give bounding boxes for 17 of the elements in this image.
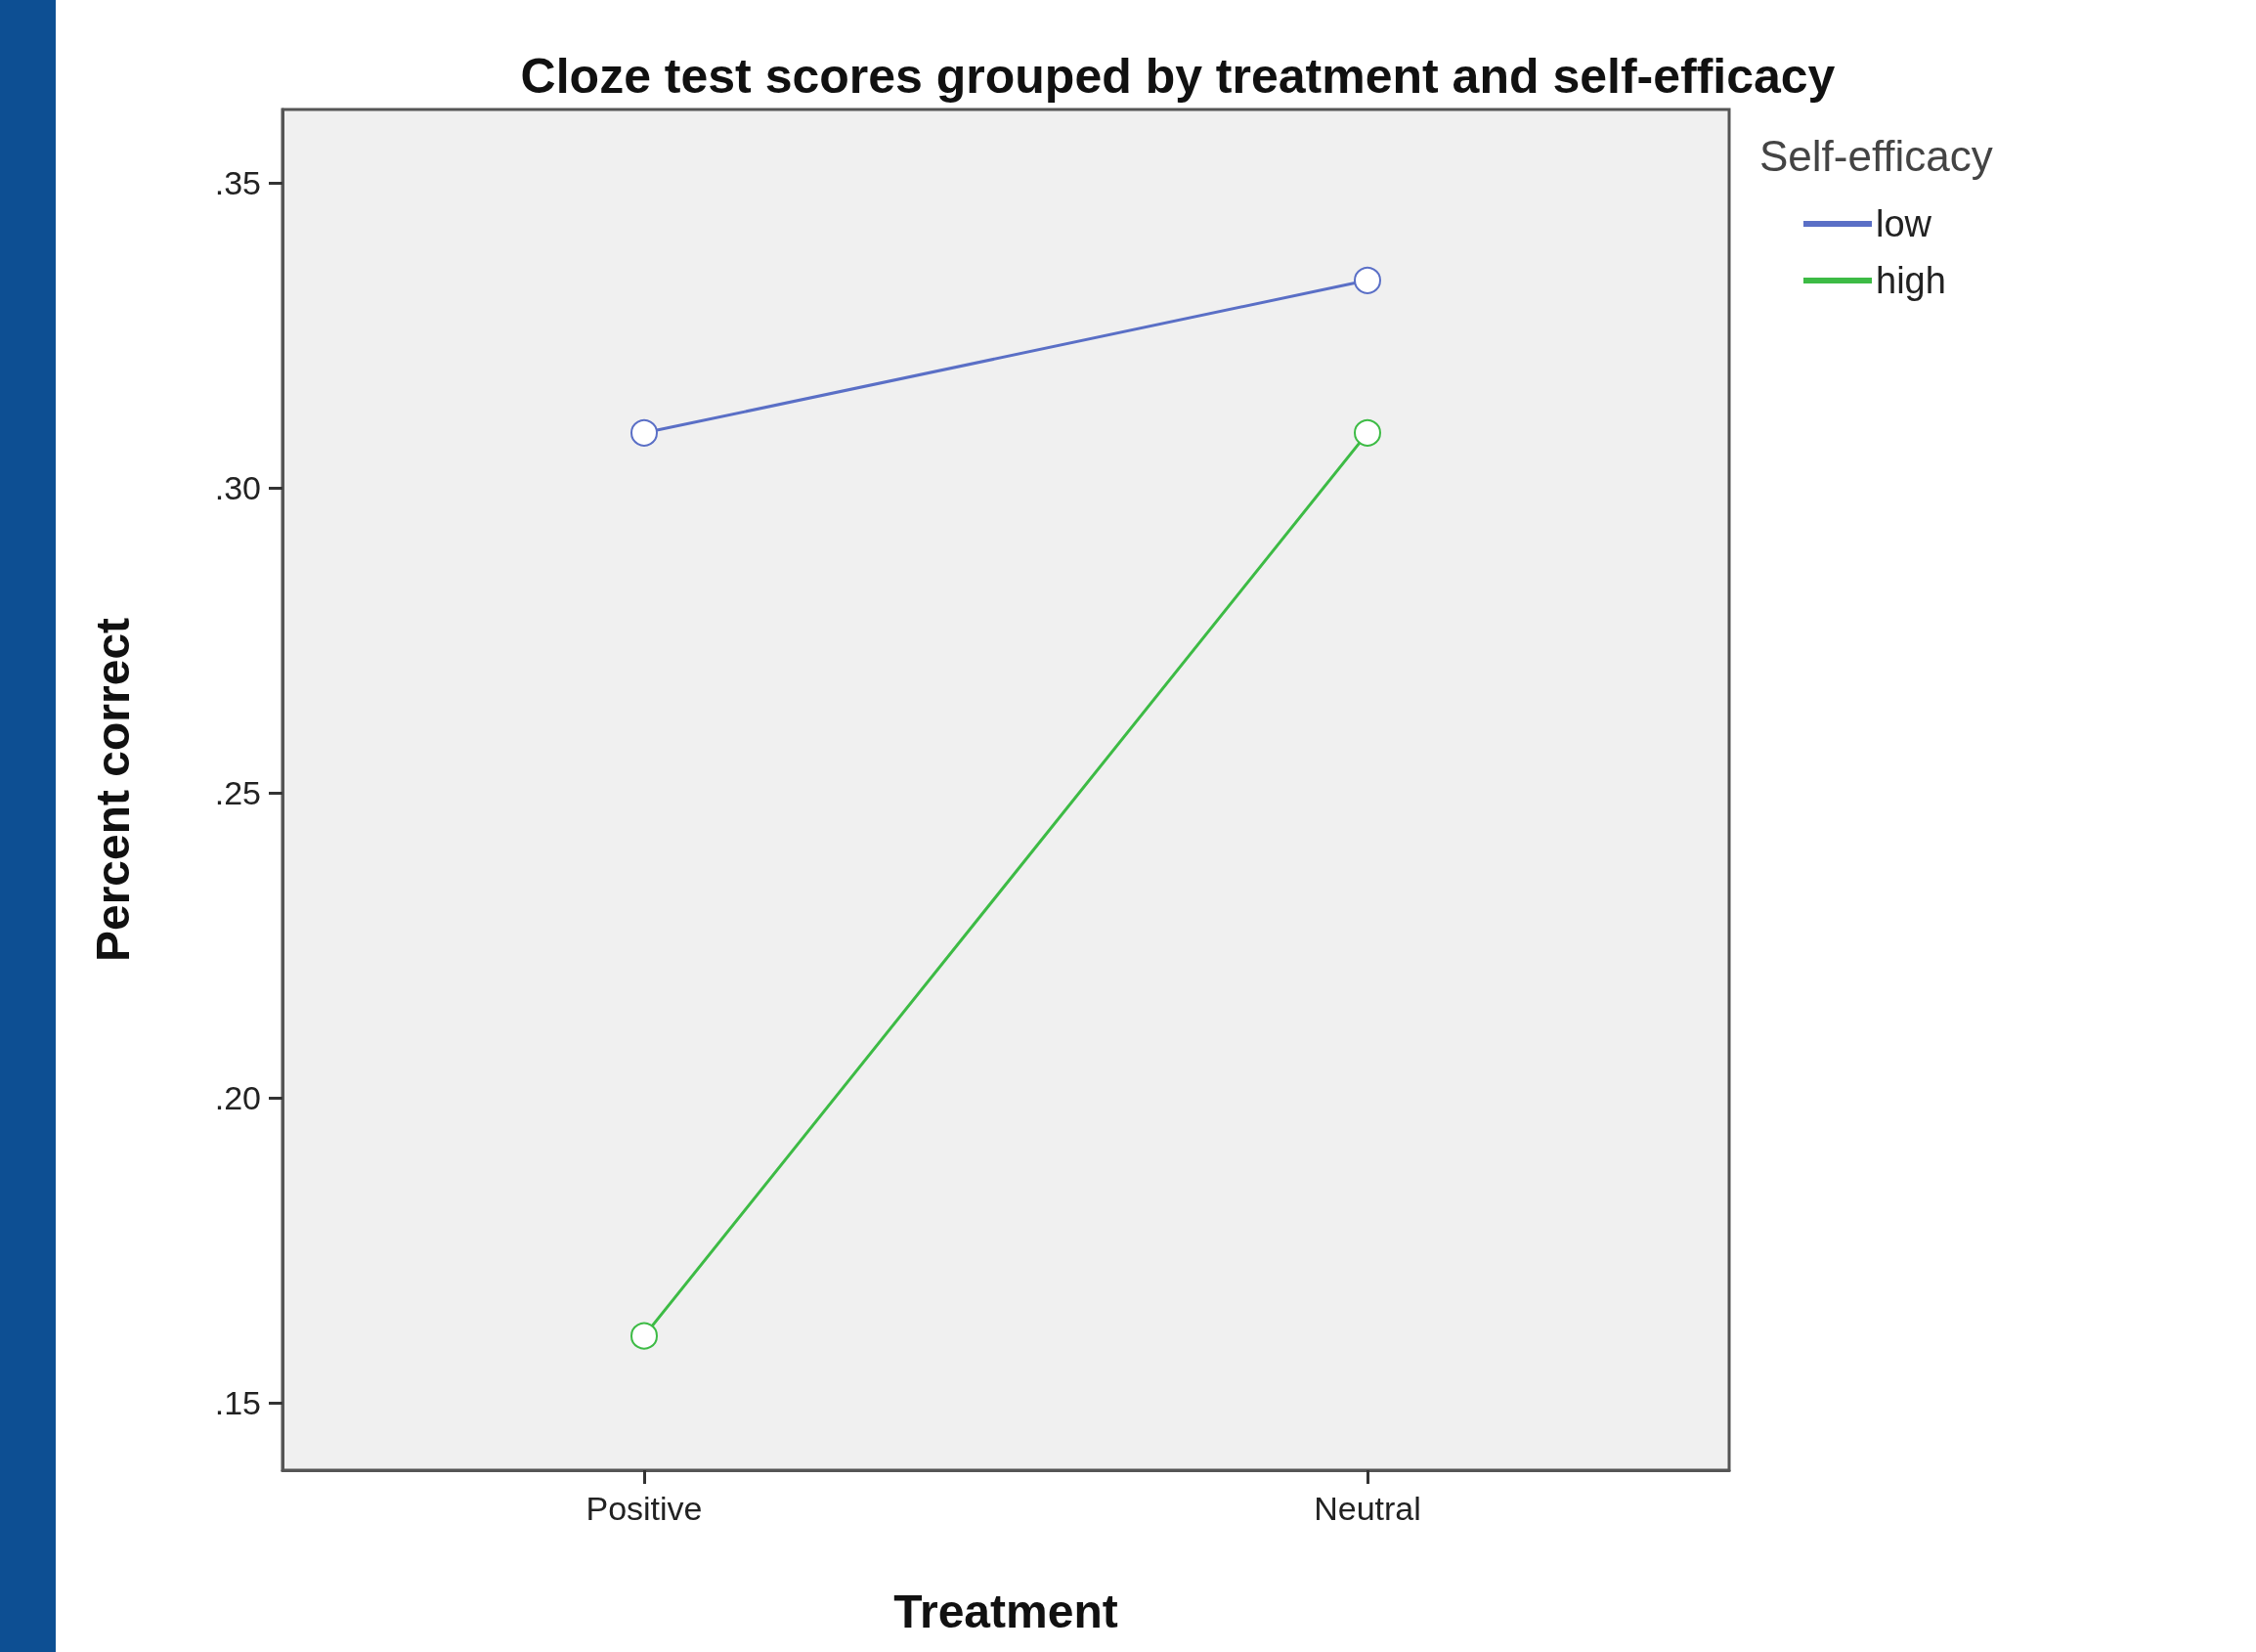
y-axis-title: Percent correct: [86, 617, 139, 963]
x-tick-label: Neutral: [1314, 1490, 1421, 1527]
y-tick-label: .15: [214, 1384, 261, 1422]
y-tick-label: .20: [214, 1079, 261, 1117]
y-tick-label: .25: [214, 774, 261, 812]
point: [630, 418, 658, 447]
legend-label: high: [1876, 260, 1946, 301]
x-axis-title: Treatment: [893, 1585, 1118, 1637]
y-tick-label: .30: [214, 469, 261, 507]
point: [630, 1322, 658, 1350]
legend-label: low: [1876, 203, 1932, 244]
y-tick-label: .35: [214, 163, 261, 201]
chart-title: Cloze test scores grouped by treatment and self-efficacy: [520, 49, 1836, 104]
legend-title: Self-efficacy: [1759, 131, 1993, 180]
x-tick-label: Positive: [586, 1490, 703, 1527]
point: [1354, 418, 1381, 447]
point: [1354, 266, 1381, 294]
